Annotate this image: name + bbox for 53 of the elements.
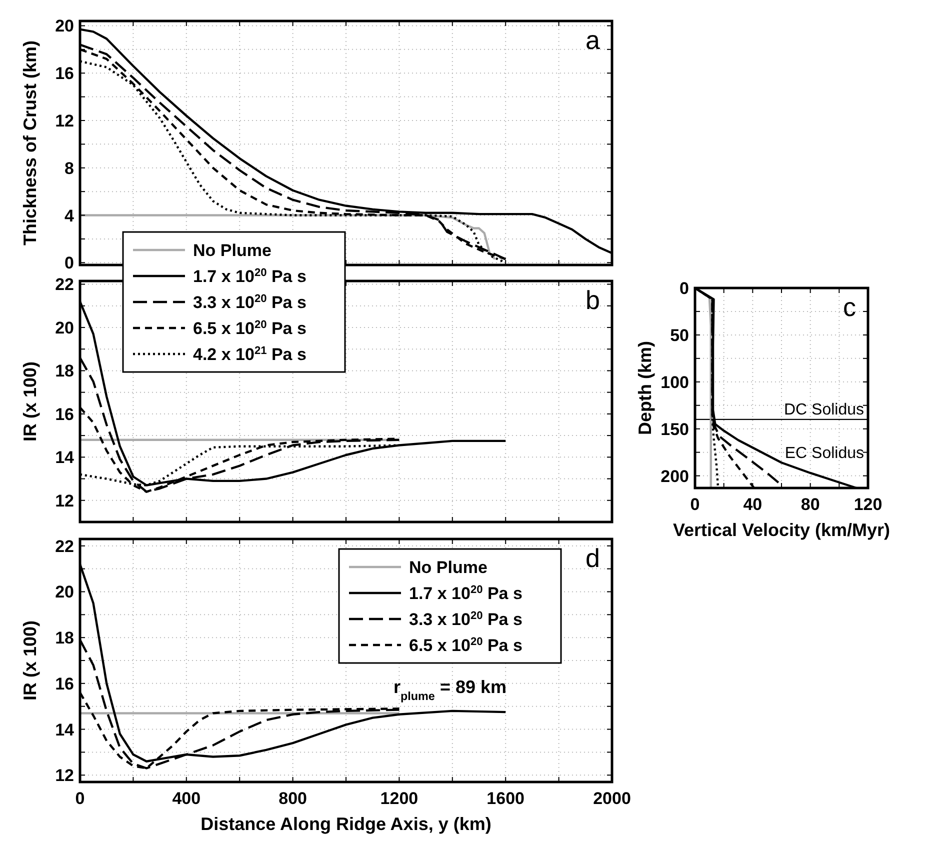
ref-line-label: DC Solidus bbox=[784, 401, 864, 418]
x-tick-label: 1600 bbox=[486, 789, 525, 808]
y-tick-label: 0 bbox=[64, 254, 74, 273]
legend-label: 1.7 x 10$^{20}$ Pa s bbox=[409, 584, 522, 603]
annotation: EC Solidus bbox=[784, 445, 864, 462]
y-tick-label: 12 bbox=[55, 766, 74, 786]
x-tick-label: 2000 bbox=[593, 789, 631, 808]
y-tick-label: 16 bbox=[55, 64, 74, 84]
y-tick-label: 14 bbox=[55, 448, 75, 468]
legend-label: No Plume bbox=[409, 558, 488, 577]
x-axis-title: Vertical Velocity (km/Myr) bbox=[672, 520, 890, 540]
x-tick-label: 120 bbox=[854, 495, 882, 514]
y-tick-label: 200 bbox=[660, 466, 689, 486]
y-tick-label: 20 bbox=[55, 582, 74, 602]
legend-label: 3.3 x 10$^{20}$ Pa s bbox=[193, 293, 306, 312]
y-tick-label: 150 bbox=[660, 420, 689, 439]
y-tick-label: 4 bbox=[64, 206, 75, 226]
legend-label: 6.5 x 10$^{20}$ Pa s bbox=[409, 636, 522, 655]
legend-label: 4.2 x 10$^{21}$ Pa s bbox=[193, 345, 306, 364]
legend-label: No Plume bbox=[193, 241, 272, 260]
y-tick-label: 100 bbox=[660, 372, 689, 392]
y-tick-label: 22 bbox=[55, 536, 74, 556]
y-axis-title: Depth (km) bbox=[635, 340, 655, 435]
y-tick-label: 16 bbox=[55, 404, 74, 424]
y-tick-label: 18 bbox=[55, 628, 74, 648]
annotation: b bbox=[586, 285, 600, 315]
y-axis-title: IR (x 100) bbox=[20, 620, 40, 701]
y-axis-title: Thickness of Crust (km) bbox=[20, 40, 40, 246]
x-tick-label: 400 bbox=[172, 789, 201, 808]
x-tick-label: 800 bbox=[278, 789, 307, 808]
x-tick-label: 80 bbox=[800, 495, 820, 514]
x-tick-label: 1200 bbox=[380, 789, 418, 808]
y-tick-label: 20 bbox=[55, 16, 74, 36]
y-tick-label: 16 bbox=[55, 674, 74, 694]
y-tick-label: 18 bbox=[55, 362, 74, 381]
y-axis-title: IR (x 100) bbox=[20, 361, 40, 442]
annotation: r$_{plume}$ = 89 km bbox=[394, 677, 506, 702]
legend-label: 1.7 x 10$^{20}$ Pa s bbox=[193, 267, 306, 286]
y-tick-label: 50 bbox=[670, 326, 689, 345]
annotation: a bbox=[586, 25, 601, 55]
y-tick-label: 22 bbox=[55, 275, 74, 294]
x-axis-title: Distance Along Ridge Axis, y (km) bbox=[200, 814, 492, 834]
y-tick-label: 0 bbox=[680, 279, 689, 298]
y-tick-label: 20 bbox=[55, 318, 74, 338]
annotation: c bbox=[843, 292, 856, 322]
legend-label: 3.3 x 10$^{20}$ Pa s bbox=[409, 610, 522, 629]
legend-label: 6.5 x 10$^{20}$ Pa s bbox=[193, 319, 306, 338]
x-tick-label: 40 bbox=[743, 495, 762, 514]
y-tick-label: 12 bbox=[55, 111, 74, 130]
y-tick-label: 8 bbox=[64, 158, 74, 178]
annotation: d bbox=[586, 543, 600, 573]
y-tick-label: 12 bbox=[55, 491, 74, 510]
y-tick-label: 14 bbox=[55, 720, 75, 740]
